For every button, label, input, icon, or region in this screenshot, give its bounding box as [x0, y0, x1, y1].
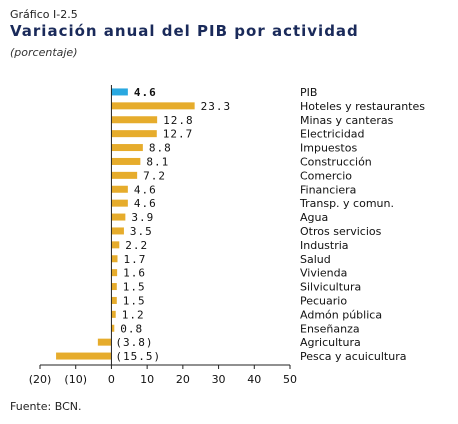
x-tick-label: 10: [140, 373, 154, 386]
category-label: Impuestos: [300, 142, 357, 155]
category-label: Salud: [300, 253, 331, 266]
bar: [111, 185, 128, 193]
data-label: 1.2: [122, 308, 145, 321]
category-label: Minas y canteras: [300, 114, 394, 127]
data-label: 1.6: [123, 267, 146, 280]
bar: [97, 338, 112, 346]
category-label: Transp. y comun.: [299, 197, 394, 210]
bar: [111, 130, 157, 138]
data-label: 7.2: [143, 169, 166, 182]
source-note: Fuente: BCN.: [10, 400, 82, 413]
category-label: Enseñanza: [300, 322, 360, 335]
category-label: Comercio: [300, 169, 352, 182]
bar: [111, 88, 128, 96]
data-label: 2.2: [125, 239, 148, 252]
category-label: Pecuario: [300, 294, 347, 307]
data-label: 23.3: [201, 100, 232, 113]
data-label: 12.8: [163, 114, 194, 127]
bar: [111, 269, 118, 277]
bar: [111, 310, 116, 318]
x-tick-label: 0: [108, 373, 115, 386]
category-label: Construcción: [300, 155, 372, 168]
data-label: 4.6: [134, 183, 157, 196]
x-tick-label: 40: [247, 373, 261, 386]
category-label: Industria: [300, 239, 349, 252]
x-tick-label: (20): [29, 373, 52, 386]
bar: [56, 352, 112, 360]
category-label: Otros servicios: [300, 225, 382, 238]
bar: [111, 144, 143, 152]
data-label: 1.5: [123, 294, 146, 307]
chart-subtitle: (porcentaje): [10, 46, 78, 59]
data-label: 0.8: [120, 322, 143, 335]
x-tick-label: (10): [64, 373, 87, 386]
category-label: Pesca y acuicultura: [300, 350, 406, 363]
category-label: Vivienda: [300, 267, 347, 280]
bar: [111, 241, 120, 249]
bar: [111, 324, 115, 332]
data-label: 1.5: [123, 281, 146, 294]
bar: [111, 102, 195, 110]
data-label: 4.6: [134, 86, 157, 99]
bar: [111, 296, 117, 304]
data-label: 3.5: [130, 225, 153, 238]
data-label: 8.8: [149, 142, 172, 155]
category-label: Silvicultura: [300, 281, 361, 294]
data-label: (15.5): [115, 350, 161, 363]
figure-label: Gráfico I-2.5: [10, 8, 78, 21]
x-tick-label: 50: [283, 373, 297, 386]
data-label: 12.7: [163, 128, 194, 141]
category-label: Agua: [300, 211, 328, 224]
category-label: PIB: [300, 86, 317, 99]
bar: [111, 227, 124, 235]
bar: [111, 116, 158, 124]
bar: [111, 283, 117, 291]
bar: [111, 255, 118, 263]
data-label: 8.1: [146, 155, 169, 168]
data-label: 4.6: [134, 197, 157, 210]
data-label: (3.8): [115, 336, 153, 349]
category-label: Agricultura: [300, 336, 361, 349]
bar: [111, 171, 138, 179]
category-label: Financiera: [300, 183, 356, 196]
data-label: 1.7: [124, 253, 147, 266]
category-label: Hoteles y restaurantes: [300, 100, 425, 113]
chart-title: Variación anual del PIB por actividad: [10, 22, 359, 40]
data-label: 3.9: [131, 211, 154, 224]
bar: [111, 199, 128, 207]
x-tick-label: 20: [176, 373, 190, 386]
category-label: Electricidad: [300, 128, 365, 141]
bar: [111, 213, 126, 221]
category-label: Admón pública: [300, 308, 382, 321]
bar: [111, 157, 141, 165]
x-tick-label: 30: [212, 373, 226, 386]
